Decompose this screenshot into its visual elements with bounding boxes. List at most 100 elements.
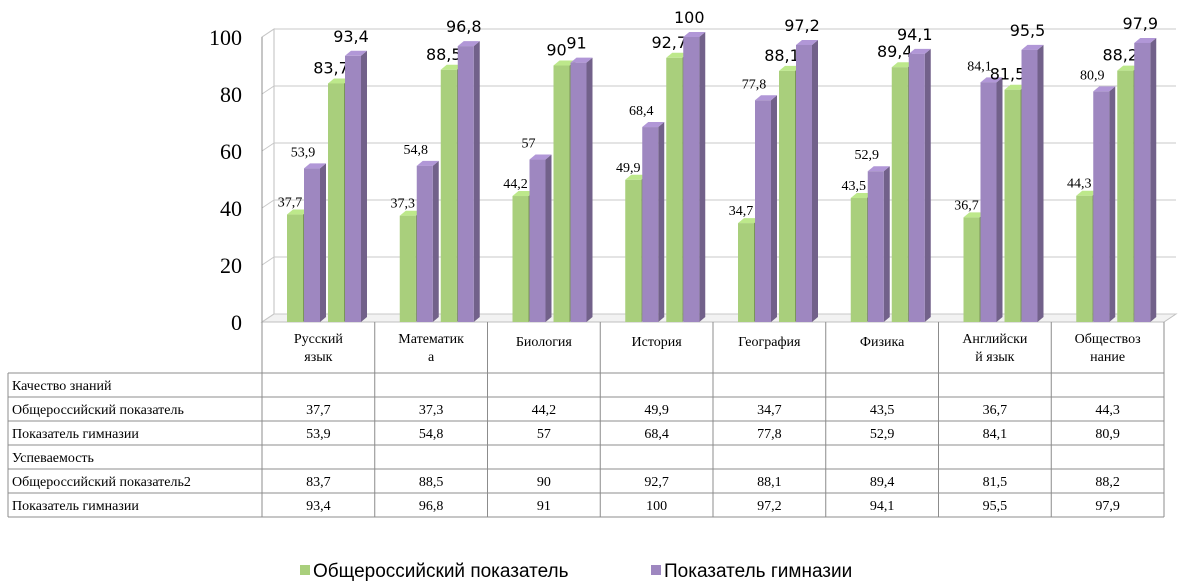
data-label: 68,4 bbox=[629, 104, 654, 119]
data-label: 96,8 bbox=[446, 17, 482, 36]
table-cell: 77,8 bbox=[757, 427, 782, 442]
bar bbox=[755, 100, 771, 323]
data-label: 43,5 bbox=[842, 179, 867, 194]
table-cell: 89,4 bbox=[870, 475, 895, 490]
table-cell: 96,8 bbox=[419, 499, 444, 514]
table-cell: 34,7 bbox=[757, 403, 782, 418]
category-label: География bbox=[738, 335, 801, 350]
bar-top bbox=[980, 77, 1003, 83]
table-cell: 54,8 bbox=[419, 427, 444, 442]
table-row-label: Общероссийский показатель bbox=[12, 403, 184, 418]
bar-top bbox=[867, 166, 890, 172]
bar-top bbox=[891, 62, 914, 68]
bar-side bbox=[545, 154, 552, 322]
bar bbox=[553, 65, 570, 322]
table-row-label: Общероссийский показатель2 bbox=[12, 475, 191, 490]
table-cell: 44,2 bbox=[532, 403, 557, 418]
bar-side bbox=[771, 95, 777, 323]
data-label: 57 bbox=[522, 137, 536, 152]
bar bbox=[1076, 195, 1093, 322]
bar-top bbox=[796, 39, 818, 45]
data-label: 36,7 bbox=[954, 198, 979, 213]
bar bbox=[345, 55, 361, 323]
table-cell: 49,9 bbox=[644, 403, 669, 418]
category-label: Русский bbox=[294, 332, 344, 347]
bar bbox=[440, 69, 457, 323]
bar bbox=[1117, 70, 1134, 322]
category-label: нание bbox=[1090, 350, 1125, 365]
data-label: 52,9 bbox=[855, 148, 880, 163]
bar-top bbox=[399, 210, 422, 216]
y-tick-label: 100 bbox=[209, 25, 242, 50]
table-cell: 93,4 bbox=[306, 499, 331, 514]
bar-top bbox=[1004, 84, 1027, 90]
legend-swatch bbox=[300, 565, 310, 575]
bar-side bbox=[812, 39, 818, 322]
data-label: 93,4 bbox=[333, 27, 369, 46]
bar bbox=[980, 82, 997, 322]
y-tick-label: 60 bbox=[220, 139, 242, 164]
data-label: 77,8 bbox=[742, 77, 767, 92]
legend-label: Показатель гимназии bbox=[664, 561, 852, 582]
bar bbox=[328, 83, 344, 322]
table-cell: 97,2 bbox=[757, 499, 782, 514]
bar-top bbox=[440, 64, 463, 70]
bar-top bbox=[304, 163, 326, 169]
data-label: 97,9 bbox=[1122, 14, 1158, 33]
data-label: 94,1 bbox=[897, 25, 933, 44]
category-label: Английски bbox=[962, 332, 1028, 347]
bar-side bbox=[1037, 44, 1044, 322]
bar-top bbox=[755, 95, 777, 101]
table-cell: 37,7 bbox=[306, 403, 331, 418]
legend-label: Общероссийский показатель bbox=[313, 561, 569, 582]
bar bbox=[529, 159, 546, 322]
bar-side bbox=[883, 166, 890, 322]
category-label: Математик bbox=[398, 332, 464, 347]
data-label: 92,7 bbox=[651, 33, 687, 52]
y-tick-label: 0 bbox=[231, 310, 242, 335]
bar bbox=[416, 165, 433, 322]
bar-top bbox=[1076, 190, 1099, 196]
table-cell: 44,3 bbox=[1095, 403, 1120, 418]
bar bbox=[867, 171, 884, 322]
bar-top bbox=[328, 78, 350, 84]
bar-top bbox=[738, 218, 760, 224]
data-label: 37,7 bbox=[278, 196, 303, 211]
bar-top bbox=[457, 41, 480, 47]
bar bbox=[850, 198, 867, 322]
table-cell: 88,2 bbox=[1095, 475, 1120, 490]
y-tick-label: 40 bbox=[220, 196, 242, 221]
data-label: 100 bbox=[674, 8, 705, 27]
data-label: 53,9 bbox=[291, 145, 316, 160]
gridline bbox=[261, 142, 1176, 152]
gridline bbox=[261, 28, 1176, 38]
y-tick-label: 80 bbox=[220, 82, 242, 107]
bar bbox=[457, 46, 474, 323]
table-cell: 84,1 bbox=[983, 427, 1008, 442]
side-wall bbox=[261, 28, 275, 323]
bar-side bbox=[473, 41, 480, 323]
data-label: 37,3 bbox=[391, 197, 416, 212]
table-row-label: Качество знаний bbox=[12, 379, 112, 394]
bar-side bbox=[432, 160, 439, 322]
bar-top bbox=[779, 65, 801, 71]
bar bbox=[642, 127, 659, 322]
data-label: 80,9 bbox=[1080, 68, 1105, 83]
data-label: 88,1 bbox=[764, 46, 800, 65]
bar-top bbox=[345, 50, 367, 56]
bar-top bbox=[529, 154, 552, 160]
table-cell: 92,7 bbox=[644, 475, 669, 490]
data-label: 91 bbox=[566, 34, 586, 53]
bar-top bbox=[625, 174, 648, 180]
bar bbox=[779, 70, 795, 322]
table-cell: 91 bbox=[537, 499, 551, 514]
bar-side bbox=[924, 48, 931, 322]
table-cell: 94,1 bbox=[870, 499, 895, 514]
bar bbox=[1021, 49, 1038, 322]
bar-top bbox=[683, 32, 706, 37]
data-label: 97,2 bbox=[784, 16, 820, 35]
bar-top bbox=[570, 57, 593, 63]
bar-side bbox=[320, 163, 326, 322]
table-cell: 36,7 bbox=[983, 403, 1008, 418]
